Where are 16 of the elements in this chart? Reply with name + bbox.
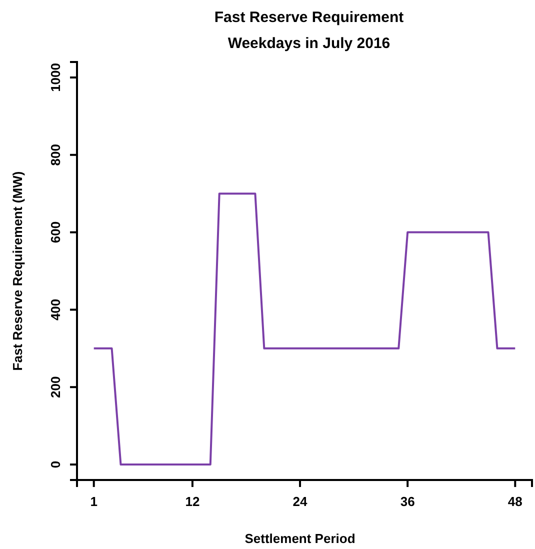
- line-series: [92, 192, 516, 466]
- x-tick-label: 24: [292, 494, 308, 510]
- y-tick-label: 0: [48, 460, 63, 468]
- y-tick-label: 800: [48, 144, 63, 166]
- x-tick-label: 12: [185, 494, 200, 510]
- y-tick-label: 200: [48, 376, 63, 398]
- y-axis-title: Fast Reserve Requirement (MW): [10, 171, 25, 371]
- chart-subtitle: Weekdays in July 2016: [228, 35, 390, 52]
- x-tick-label: 48: [508, 494, 522, 510]
- y-tick-label: 600: [48, 221, 63, 244]
- x-tick-label: 36: [400, 494, 415, 510]
- x-axis-title: Settlement Period: [244, 531, 356, 546]
- x-tick-label: 1: [90, 494, 98, 510]
- y-tick-label: 400: [48, 298, 63, 321]
- y-tick-label: 1000: [48, 63, 63, 92]
- chart-title: Fast Reserve Requirement: [214, 9, 404, 26]
